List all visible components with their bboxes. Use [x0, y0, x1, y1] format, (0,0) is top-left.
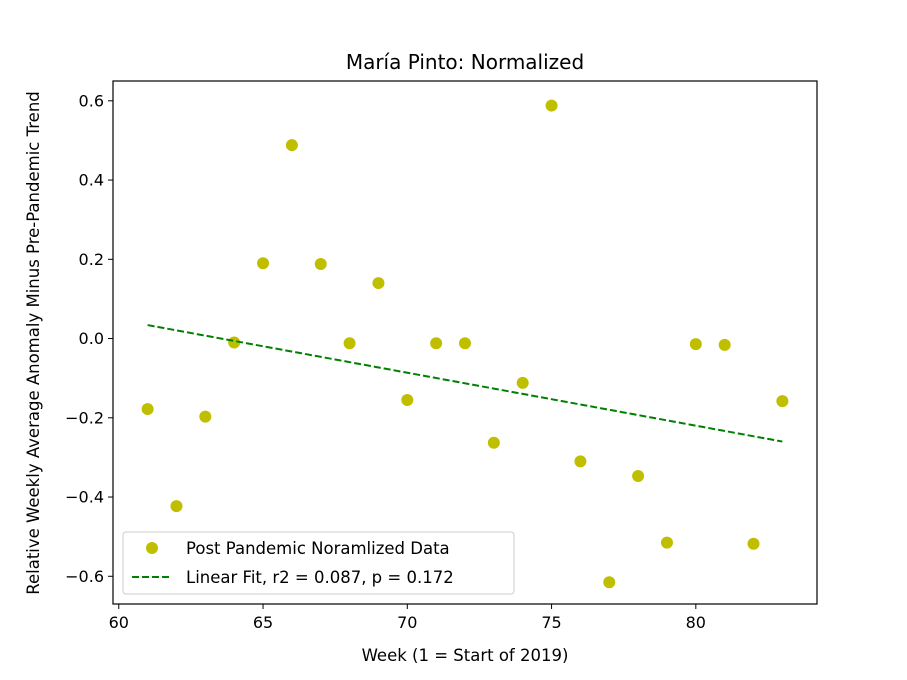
data-point [401, 393, 414, 406]
data-point [170, 500, 183, 513]
data-point [603, 576, 616, 589]
data-point [574, 455, 587, 468]
data-point [660, 536, 673, 549]
y-axis-label: Relative Weekly Average Anomaly Minus Pr… [24, 91, 43, 595]
data-point [430, 337, 443, 350]
x-tick-label: 70 [397, 613, 417, 632]
y-tick-label: 0.2 [79, 250, 104, 269]
x-tick-label: 80 [686, 613, 706, 632]
data-point [747, 537, 760, 550]
data-point [141, 403, 154, 416]
data-point [545, 99, 558, 112]
x-tick-label: 60 [109, 613, 129, 632]
data-point [718, 338, 731, 351]
chart-title: María Pinto: Normalized [346, 50, 584, 74]
legend-label: Post Pandemic Noramlized Data [186, 539, 450, 558]
data-point [314, 258, 327, 271]
plot-area: 60 65 70 75 80 −0.6 −0.4 −0.2 0.0 0.2 0.4 0.6 [65, 80, 818, 632]
x-tick-label: 65 [253, 613, 273, 632]
data-point [343, 337, 356, 350]
data-point [776, 395, 789, 408]
data-point [516, 376, 529, 389]
data-point [459, 337, 471, 350]
data-point [689, 338, 702, 351]
data-point [257, 257, 270, 270]
legend-marker-swatch [146, 542, 158, 554]
y-tick-label: 0.6 [79, 91, 104, 110]
legend: Post Pandemic Noramlized Data Linear Fit,… [122, 531, 515, 595]
x-tick-label: 75 [541, 613, 561, 632]
data-point [372, 277, 385, 290]
data-point [632, 470, 645, 483]
x-axis-label: Week (1 = Start of 2019) [362, 646, 569, 665]
y-tick-label: 0.4 [79, 171, 104, 190]
y-tick-label: −0.2 [65, 408, 104, 427]
data-point [285, 139, 298, 152]
axes-frame [112, 80, 818, 605]
fit-line [147, 324, 783, 443]
legend-box [122, 531, 515, 595]
y-tick-label: −0.6 [65, 567, 104, 586]
y-tick-label: −0.4 [65, 488, 104, 507]
data-point [199, 410, 212, 423]
legend-label: Linear Fit, r2 = 0.087, p = 0.172 [186, 568, 454, 587]
data-point [487, 436, 500, 449]
y-tick-label: 0.0 [79, 329, 104, 348]
